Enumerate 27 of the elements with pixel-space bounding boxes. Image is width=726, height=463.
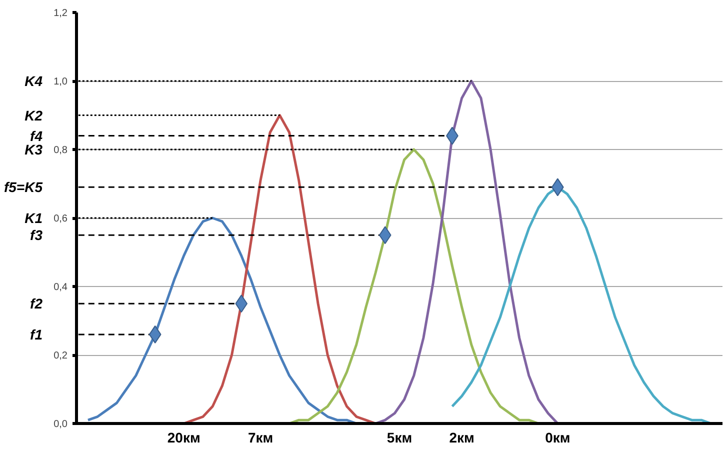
text: K3 <box>24 142 43 158</box>
text: K4 <box>24 73 43 89</box>
text: 20км <box>167 430 200 446</box>
text: 7км <box>248 430 274 446</box>
text: f4 <box>30 128 43 144</box>
text: f5=K5 <box>4 179 43 196</box>
text: f2 <box>30 296 43 312</box>
point <box>235 294 248 313</box>
text: K2 <box>24 107 43 124</box>
point <box>378 226 392 244</box>
line-series <box>374 80 559 424</box>
y-tick-label: 0,8 <box>54 145 68 156</box>
y-tick-label: 0,2 <box>54 350 68 362</box>
point <box>148 325 162 344</box>
text: f3 <box>30 227 43 244</box>
text: f1 <box>30 326 43 342</box>
y-tick-label: 0,4 <box>54 282 68 293</box>
y-tick-label: 1,0 <box>54 76 68 88</box>
point <box>551 178 564 196</box>
text: 0км <box>545 430 570 446</box>
y-tick-label: 0,6 <box>54 214 68 224</box>
text: K1 <box>24 210 43 226</box>
line-series <box>288 148 540 424</box>
text: 5км <box>386 430 412 446</box>
y-tick-label: 0,0 <box>54 419 68 430</box>
y-tick-label: 1,2 <box>54 8 68 19</box>
text: 2км <box>449 430 474 446</box>
